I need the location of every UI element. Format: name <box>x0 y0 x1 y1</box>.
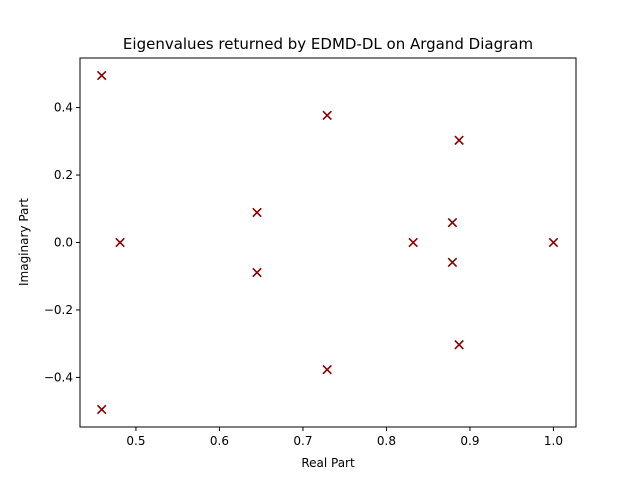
y-tick-label: 0.4 <box>54 101 73 115</box>
data-point <box>96 404 107 415</box>
data-point <box>115 237 125 248</box>
y-axis-label: Imaginary Part <box>17 198 31 286</box>
x-tick-label: 1.0 <box>544 434 563 448</box>
y-axis: −0.4 −0.2 0.0 0.2 0.4 <box>44 101 80 384</box>
data-points <box>96 70 559 415</box>
data-point <box>252 207 262 218</box>
y-tick-label: 0.0 <box>54 236 73 250</box>
data-point <box>548 237 559 248</box>
y-tick-label: −0.2 <box>44 303 73 317</box>
x-axis-label: Real Part <box>301 456 355 470</box>
x-tick-label: 0.6 <box>210 434 229 448</box>
data-point <box>322 110 332 121</box>
x-tick-label: 0.7 <box>293 434 312 448</box>
y-tick-label: 0.2 <box>54 168 73 182</box>
x-tick-label: 0.8 <box>377 434 396 448</box>
data-point <box>408 237 418 248</box>
data-point <box>454 135 464 146</box>
data-point <box>322 364 332 375</box>
y-tick-label: −0.4 <box>44 370 73 384</box>
x-tick-label: 0.9 <box>460 434 479 448</box>
data-point <box>252 267 262 278</box>
x-tick-label: 0.5 <box>126 434 145 448</box>
data-point <box>96 70 107 81</box>
x-axis: 0.5 0.6 0.7 0.8 0.9 1.0 <box>126 427 563 448</box>
data-point <box>447 217 458 228</box>
data-point <box>447 257 458 268</box>
data-point <box>454 339 464 350</box>
plot-area <box>79 57 577 428</box>
chart-title: Eigenvalues returned by EDMD-DL on Argan… <box>123 35 533 53</box>
